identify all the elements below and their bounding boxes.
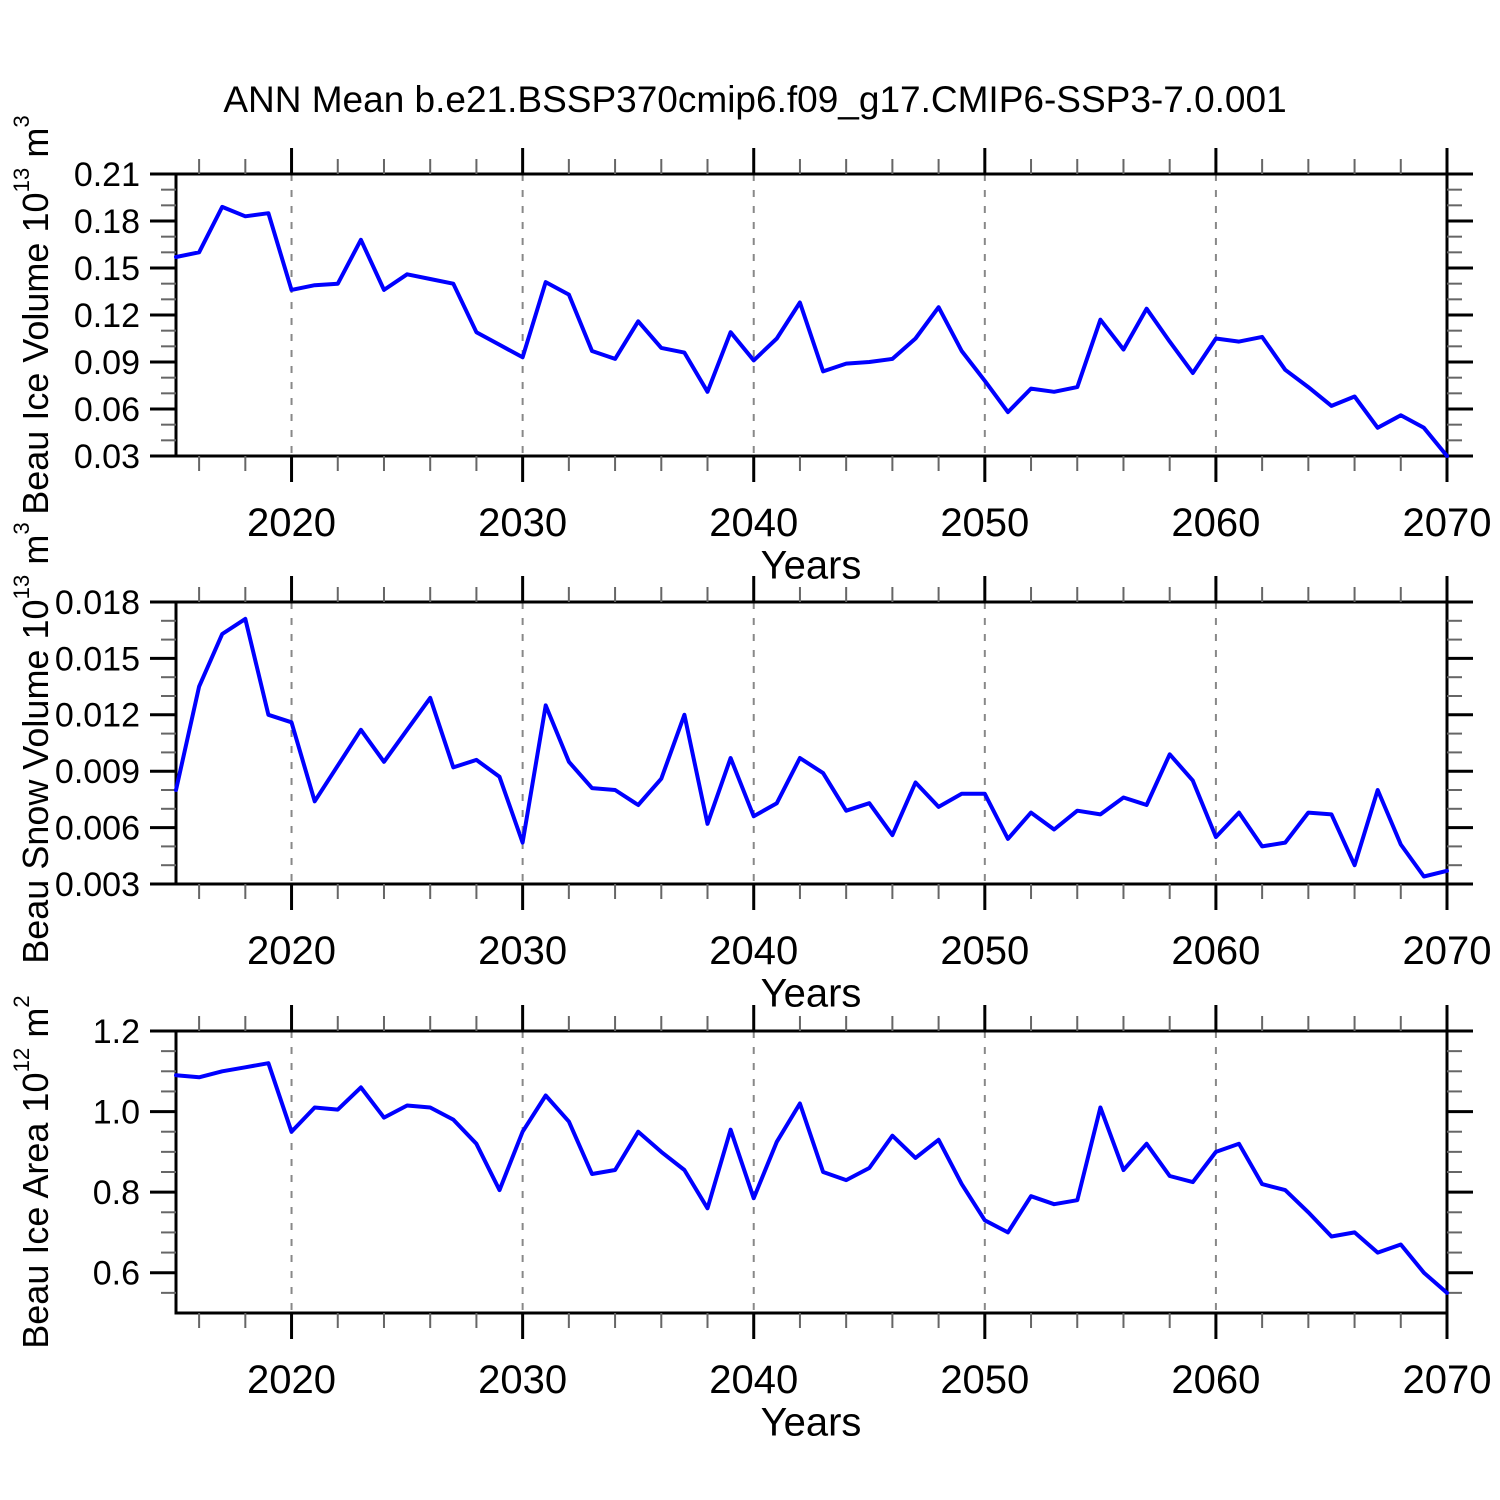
chart-title: ANN Mean b.e21.BSSP370cmip6.f09_g17.CMIP… — [223, 79, 1287, 120]
beau-snow-volume-panel: 2020 2030 2040 2050 2060 2070 0.018 0.015 0.012 0… — [55, 576, 1492, 973]
y-tick-label: 0.8 — [93, 1174, 140, 1212]
beau-ice-volume-panel: 2020 2030 2040 2050 2060 2070 0.21 0.18 0.15 0.12… — [74, 148, 1492, 545]
x-tick-label: 2060 — [1171, 1358, 1260, 1402]
y-tick-label: 0.012 — [55, 697, 140, 735]
x-tick-label: 2070 — [1403, 501, 1492, 545]
x-tick-label: 2070 — [1403, 929, 1492, 973]
y-tick-label: 1.0 — [93, 1093, 140, 1131]
y-tick-label: 0.018 — [55, 584, 140, 622]
plot-frame — [174, 600, 1449, 886]
beau-ice-volume-line — [174, 204, 1449, 458]
y-tick-label: 0.003 — [55, 866, 140, 904]
y-tick-label: 0.09 — [74, 344, 140, 382]
y-tick-label: 1.2 — [93, 1013, 140, 1051]
x-tick-label: 2050 — [940, 501, 1029, 545]
y-axis-exponent: 13 — [9, 167, 35, 193]
y-tick-label: 0.21 — [74, 156, 140, 194]
x-axis-title-panel-2: Years — [760, 971, 862, 1016]
x-axis-title-panel-1: Years — [760, 543, 862, 588]
x-tick-label: 2020 — [247, 501, 336, 545]
y-axis-unit: m — [15, 127, 56, 168]
x-tick-label: 2060 — [1171, 929, 1260, 973]
y-axis-title-ice-area: Beau Ice Area 1012 m2 — [9, 995, 57, 1349]
x-tick-label: 2030 — [478, 501, 567, 545]
y-tick-label: 0.12 — [74, 297, 140, 335]
x-axis-title-panel-3: Years — [760, 1400, 862, 1445]
y-tick-label: 0.6 — [93, 1255, 140, 1293]
y-axis-unit: m — [15, 1007, 56, 1048]
x-tick-label: 2040 — [709, 1358, 798, 1402]
x-tick-label: 2050 — [940, 929, 1029, 973]
y-axis-title-text: Beau Snow Volume 10 — [15, 599, 56, 964]
y-tick-label: 0.009 — [55, 753, 140, 791]
y-axis-title-ice-volume: Beau Ice Volume 1013 m3 — [9, 115, 57, 515]
y-axis-unit-exponent: 3 — [9, 522, 35, 535]
beau-ice-area-panel: 2020 2030 2040 2050 2060 2070 1.2 1.0 0.8 0.6 — [93, 1005, 1492, 1402]
y-tick-label: 0.15 — [74, 250, 140, 288]
beau-snow-volume-line — [174, 616, 1449, 879]
y-tick-label: 0.006 — [55, 810, 140, 848]
y-axis-title-text: Beau Ice Area 10 — [15, 1072, 56, 1349]
x-tick-label: 2030 — [478, 1358, 567, 1402]
y-axis-exponent: 12 — [9, 1047, 35, 1073]
y-axis-unit-exponent: 3 — [9, 115, 35, 128]
x-tick-label: 2030 — [478, 929, 567, 973]
x-tick-label: 2060 — [1171, 501, 1260, 545]
x-tick-label: 2070 — [1403, 1358, 1492, 1402]
y-axis-exponent: 13 — [9, 574, 35, 600]
y-tick-label: 0.18 — [74, 203, 140, 241]
beau-ice-area-line — [174, 1061, 1449, 1295]
x-tick-label: 2050 — [940, 1358, 1029, 1402]
y-axis-unit-exponent: 2 — [9, 995, 35, 1008]
x-tick-label: 2040 — [709, 929, 798, 973]
x-tick-label: 2020 — [247, 929, 336, 973]
y-axis-title-text: Beau Ice Volume 10 — [15, 192, 56, 515]
y-tick-label: 0.06 — [74, 391, 140, 429]
x-tick-label: 2020 — [247, 1358, 336, 1402]
y-tick-label: 0.015 — [55, 640, 140, 678]
y-axis-title-snow-volume: Beau Snow Volume 1013 m3 — [9, 522, 57, 964]
x-tick-label: 2040 — [709, 501, 798, 545]
y-tick-label: 0.03 — [74, 438, 140, 476]
plot-frame — [174, 172, 1449, 458]
y-axis-unit: m — [15, 534, 56, 575]
